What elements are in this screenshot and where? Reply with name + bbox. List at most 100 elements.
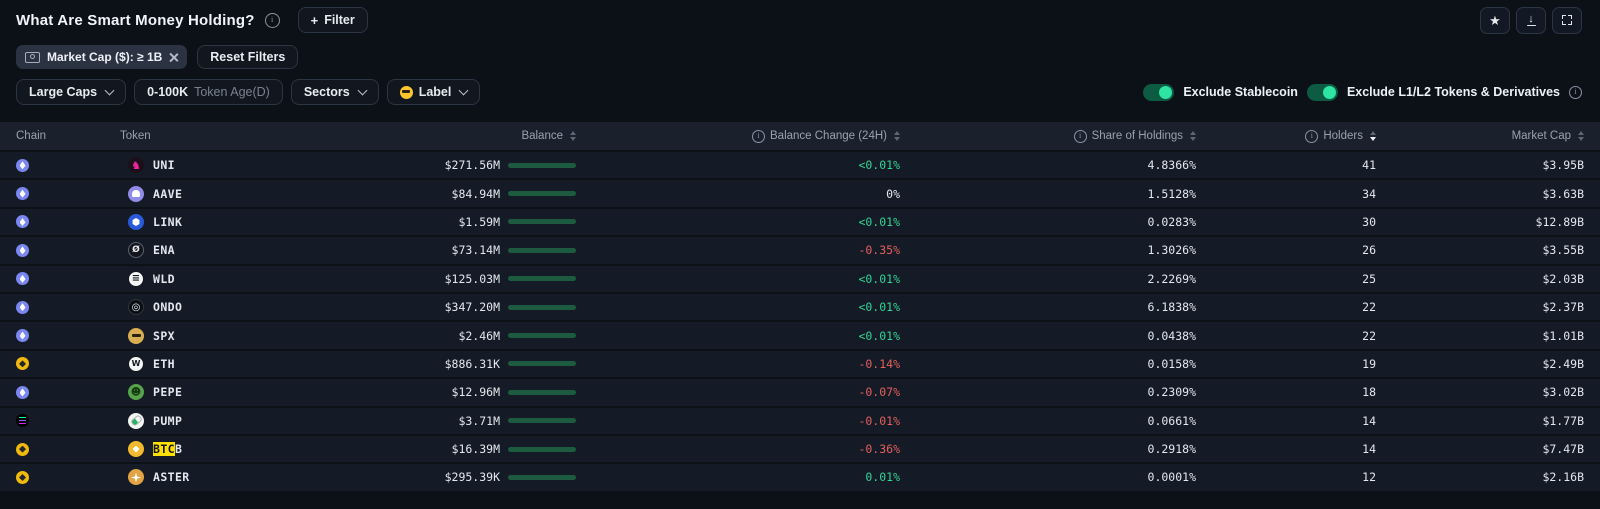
info-icon[interactable]: [752, 129, 765, 143]
token-cell[interactable]: ♞ UNI: [120, 157, 364, 174]
column-header-balance[interactable]: Balance: [364, 130, 576, 142]
share-of-holdings-cell: 0.2309%: [900, 385, 1196, 399]
token-cell[interactable]: W ETH: [120, 355, 364, 372]
table-row-eth[interactable]: W ETH $886.31K -0.14% 0.0158% 19 $2.49B: [0, 350, 1600, 380]
column-header-balance-change-24h[interactable]: Balance Change (24H): [576, 129, 900, 143]
token-cell[interactable]: PUMP: [120, 412, 364, 429]
dropdown-label[interactable]: Label: [386, 79, 481, 105]
share-value: 4.8366%: [1147, 158, 1196, 173]
info-icon[interactable]: [1073, 129, 1087, 143]
share-value: 0.2309%: [1147, 385, 1196, 400]
table-row-btcb[interactable]: BTCB $16.39M -0.36% 0.2918% 14 $7.47B: [0, 435, 1600, 465]
token-cell[interactable]: BTCB: [120, 441, 364, 458]
ethereum-chain-icon: [16, 272, 29, 286]
holders-cell: 12: [1196, 470, 1376, 484]
balance-value: $73.14M: [451, 243, 500, 258]
market-cap-value: $2.16B: [1542, 470, 1584, 485]
chain-cell: [16, 187, 120, 201]
share-of-holdings-cell: 0.0001%: [900, 470, 1196, 484]
top-bar-actions: [1480, 6, 1582, 34]
table-row-aave[interactable]: AAVE $84.94M 0% 1.5128% 34 $3.63B: [0, 180, 1600, 209]
market-cap-value: $3.55B: [1542, 243, 1584, 258]
smiley-label-icon: [399, 85, 413, 99]
token-cell[interactable]: ≡ WLD: [120, 270, 364, 287]
table-row-uni[interactable]: ♞ UNI $271.56M <0.01% 4.8366% 41 $3.95B: [0, 152, 1600, 181]
pump-token-icon: [128, 412, 144, 429]
balance-change-cell: -0.36%: [576, 442, 900, 456]
market-cap-cell: $2.03B: [1376, 272, 1584, 286]
share-value: 6.1838%: [1147, 300, 1196, 315]
balance-change-value: <0.01%: [858, 158, 900, 173]
table-row-pepe[interactable]: ☻ PEPE $12.96M -0.07% 0.2309% 18 $3.02B: [0, 379, 1600, 408]
table-row-spx[interactable]: SPX $2.46M <0.01% 0.0438% 22 $1.01B: [0, 322, 1600, 351]
reset-filters-button[interactable]: Reset Filters: [197, 45, 299, 69]
chain-cell: [16, 442, 120, 456]
column-header-share-of-holdings[interactable]: Share of Holdings: [900, 129, 1196, 143]
info-icon[interactable]: [1569, 85, 1582, 99]
market-cap-value: $1.01B: [1542, 328, 1584, 343]
balance-change-value: <0.01%: [858, 300, 900, 315]
holders-cell: 26: [1196, 243, 1376, 257]
toggle-exclude-l1l2[interactable]: [1306, 83, 1338, 101]
diamond-shape: [132, 445, 140, 453]
token-cell[interactable]: LINK: [120, 213, 364, 230]
toggle-exclude-stablecoin[interactable]: [1143, 83, 1175, 101]
market-cap-cell: $3.95B: [1376, 158, 1584, 172]
table-header: Chain Token Balance Balance Change (24H) Sha…: [0, 122, 1600, 152]
filter-dropdowns: Large Caps 0-100K Token Age(D) Sectors L…: [16, 79, 481, 105]
share-value: 0.0661%: [1147, 413, 1196, 428]
table-row-pump[interactable]: PUMP $3.71M -0.01% 0.0661% 14 $1.77B: [0, 407, 1600, 436]
market-cap-value: $1.77B: [1542, 413, 1584, 428]
close-icon[interactable]: [169, 53, 178, 62]
table-row-ondo[interactable]: ◎ ONDO $347.20M <0.01% 6.1838% 22 $2.37B: [0, 293, 1600, 323]
token-age-filter[interactable]: 0-100K Token Age(D): [134, 79, 283, 105]
title-info-icon[interactable]: [264, 12, 280, 28]
fullscreen-button[interactable]: [1552, 6, 1582, 34]
balance-cell: $3.71M: [364, 414, 576, 428]
market-cap-filter-chip[interactable]: Market Cap ($): ≥ 1B: [16, 45, 188, 69]
token-symbol: PEPE: [153, 385, 183, 400]
share-of-holdings-cell: 1.5128%: [900, 187, 1196, 201]
chain-cell: [16, 158, 120, 172]
dropdown-large-caps[interactable]: Large Caps: [16, 79, 127, 105]
balance-bar: [508, 474, 576, 480]
balance-bar: [508, 191, 576, 197]
token-cell[interactable]: SPX: [120, 327, 364, 344]
filter-button[interactable]: Filter: [297, 7, 368, 33]
balance-change-cell: -0.07%: [576, 385, 900, 399]
token-cell[interactable]: ASTER: [120, 469, 364, 486]
token-cell[interactable]: ◎ ONDO: [120, 299, 364, 316]
table-row-aster[interactable]: ASTER $295.39K 0.01% 0.0001% 12 $2.16B: [0, 464, 1600, 493]
share-value: 0.0438%: [1147, 328, 1196, 343]
market-cap-cell: $2.16B: [1376, 470, 1584, 484]
table-row-link[interactable]: LINK $1.59M <0.01% 0.0283% 30 $12.89B: [0, 208, 1600, 238]
holdings-table: Chain Token Balance Balance Change (24H) Sha…: [0, 122, 1600, 493]
token-cell[interactable]: Ø ENA: [120, 242, 364, 259]
column-header-holders[interactable]: Holders: [1196, 129, 1376, 143]
favorite-button[interactable]: [1480, 6, 1510, 34]
holders-cell: 14: [1196, 442, 1376, 456]
sort-up-arrow: [570, 131, 576, 135]
balance-change-value: -0.01%: [858, 413, 900, 428]
info-icon[interactable]: [1305, 129, 1319, 143]
table-row-ena[interactable]: Ø ENA $73.14M -0.35% 1.3026% 26 $3.55B: [0, 237, 1600, 266]
market-cap-value: $12.89B: [1535, 214, 1584, 229]
token-symbol: UNI: [153, 158, 175, 173]
token-cell[interactable]: AAVE: [120, 185, 364, 202]
token-cell[interactable]: ☻ PEPE: [120, 384, 364, 401]
dropdown-sectors[interactable]: Sectors: [290, 79, 379, 105]
table-body: ♞ UNI $271.56M <0.01% 4.8366% 41 $3.95B AAVE $84…: [0, 152, 1600, 493]
pill-shape: [129, 414, 143, 427]
table-row-wld[interactable]: ≡ WLD $125.03M <0.01% 2.2269% 25 $2.03B: [0, 265, 1600, 294]
btcb-token-icon: [128, 441, 144, 458]
column-header-market-cap[interactable]: Market Cap: [1376, 130, 1584, 142]
chevron-down-icon: [104, 85, 115, 96]
download-button[interactable]: [1516, 6, 1546, 34]
balance-change-value: -0.35%: [858, 243, 900, 258]
balance-value: $125.03M: [444, 271, 500, 286]
holders-cell: 14: [1196, 414, 1376, 428]
holders-value: 22: [1362, 300, 1376, 315]
balance-bar: [508, 162, 576, 168]
balance-change-cell: -0.14%: [576, 357, 900, 371]
token-symbol: SPX: [153, 328, 175, 343]
